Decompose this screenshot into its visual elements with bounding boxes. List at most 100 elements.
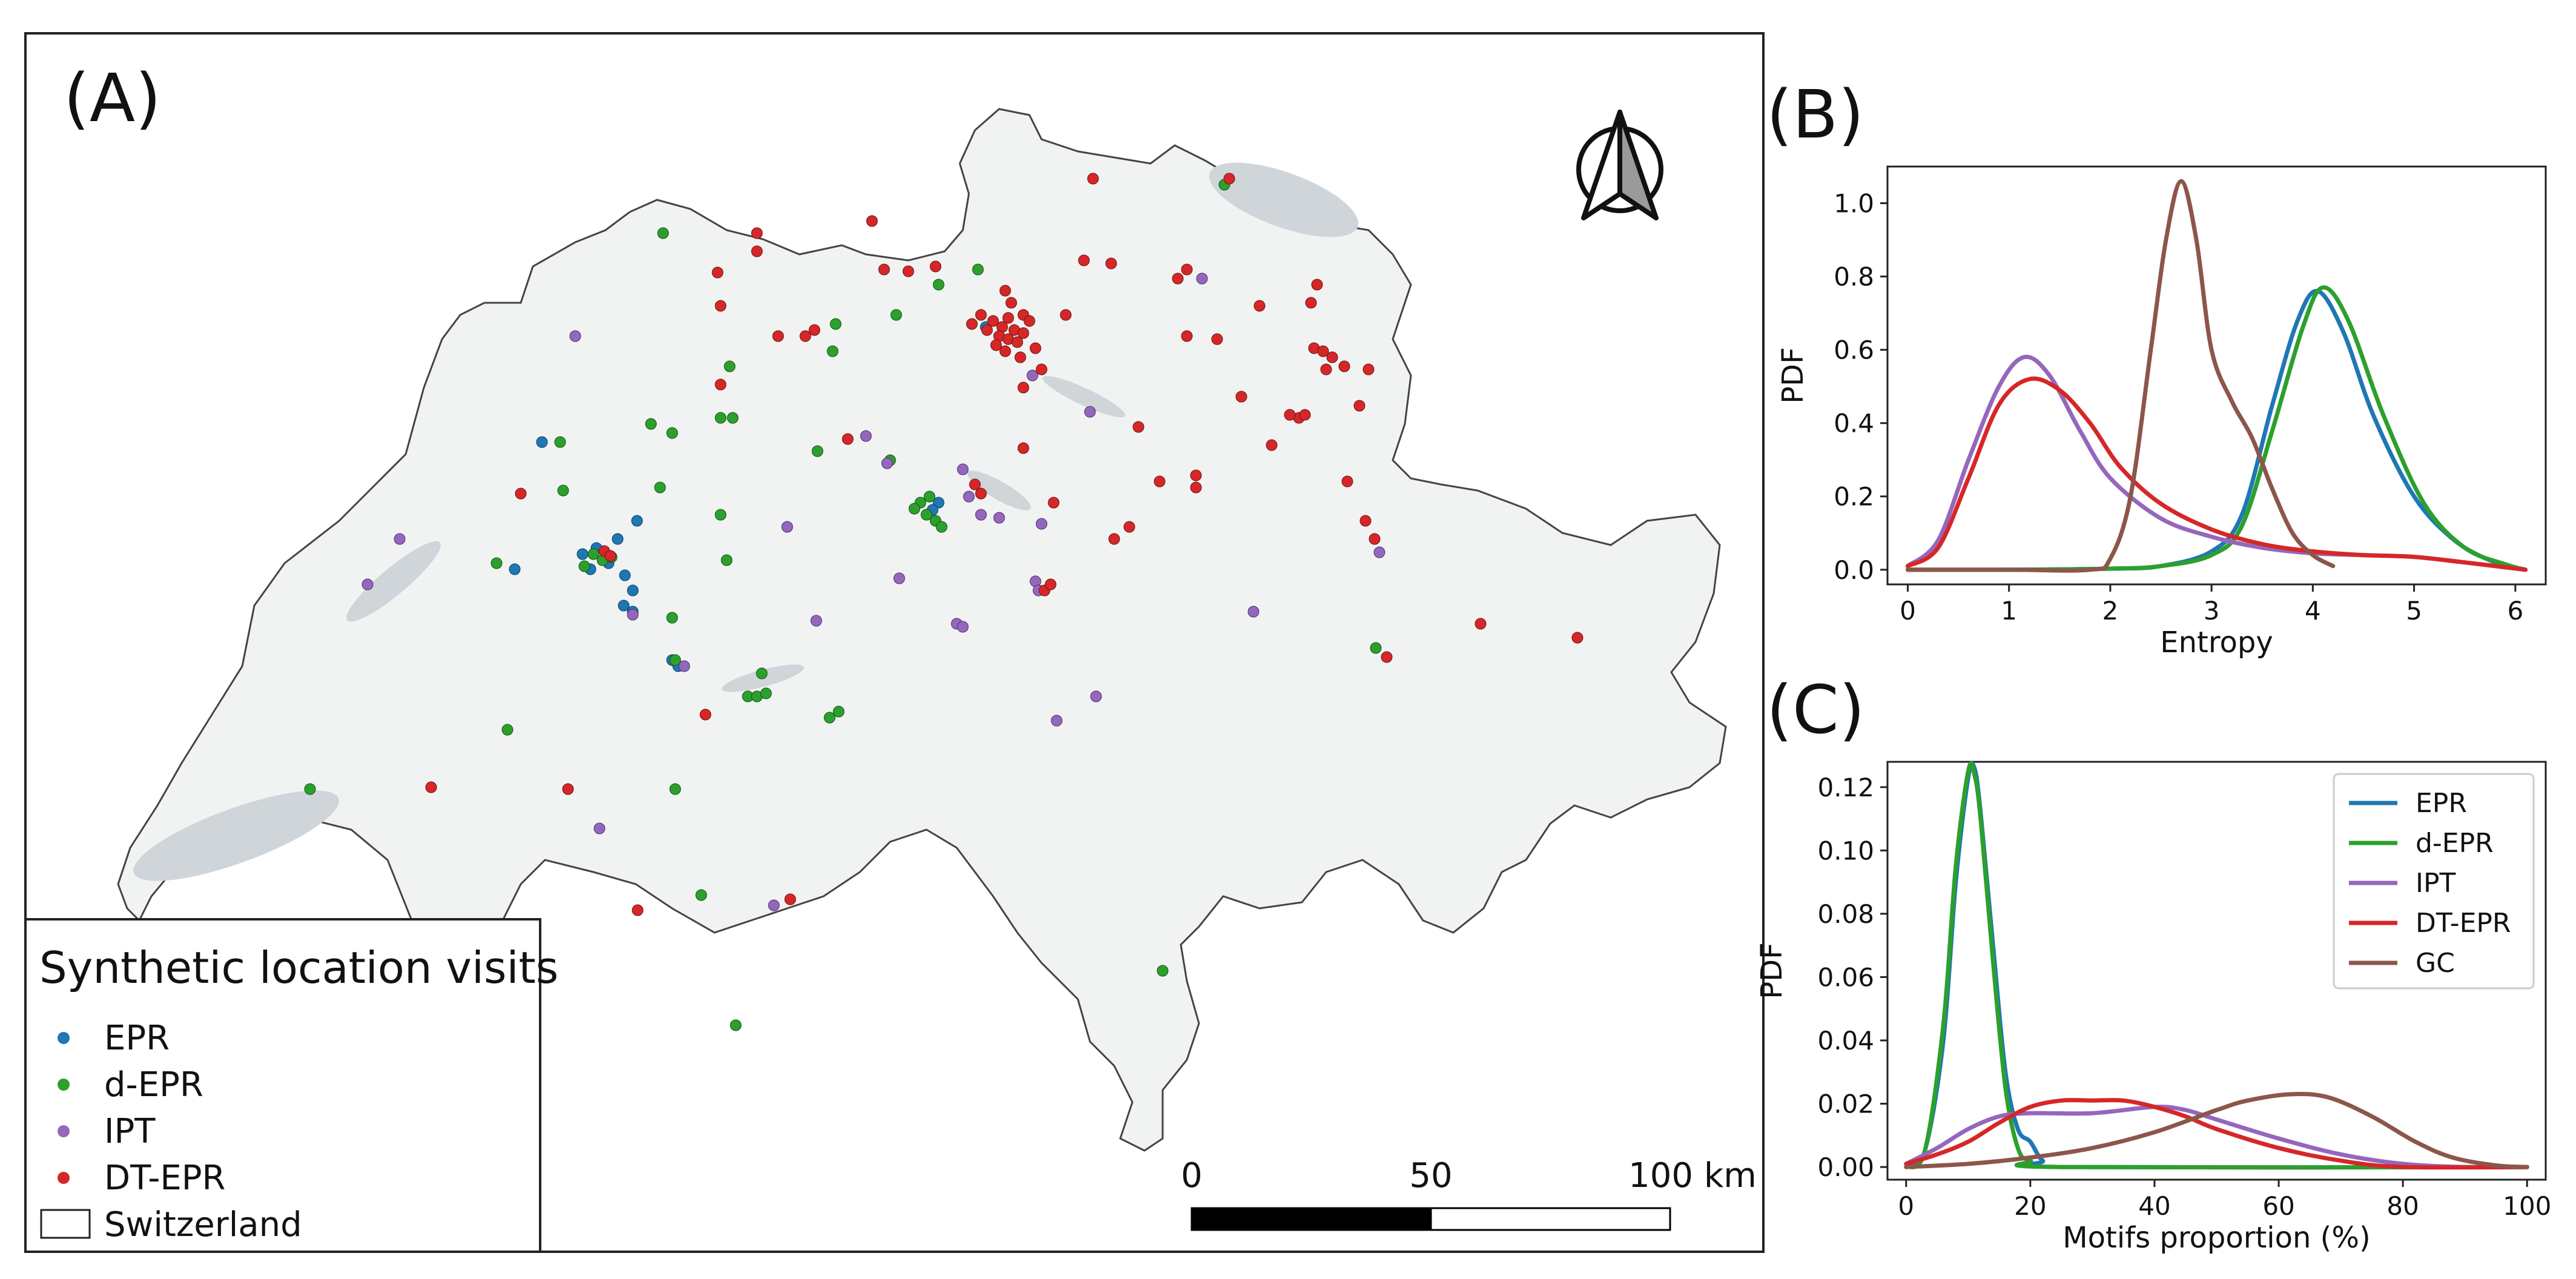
- point: [1035, 518, 1048, 530]
- point: [1338, 360, 1350, 372]
- series-line-gc: [1905, 179, 2336, 573]
- point: [808, 324, 821, 336]
- point: [969, 478, 981, 491]
- y-tick-label: 0.2: [1834, 482, 1874, 512]
- point: [669, 654, 681, 666]
- point: [1011, 336, 1023, 348]
- x-tick-label: 0: [1900, 596, 1916, 626]
- point: [618, 600, 630, 612]
- point: [1311, 279, 1323, 291]
- point: [751, 245, 763, 257]
- point: [724, 360, 736, 372]
- points-dt-epr: [425, 173, 1584, 916]
- legend-dot-epr: [58, 1032, 70, 1044]
- point: [362, 578, 374, 590]
- x-tick-label: 2: [2102, 596, 2119, 626]
- point: [930, 260, 942, 273]
- point: [557, 484, 569, 497]
- point: [1090, 690, 1102, 702]
- point: [1084, 406, 1096, 418]
- axes-frame: [1886, 165, 2547, 586]
- point: [712, 266, 724, 279]
- panel-label: (B): [1766, 76, 1864, 153]
- y-tick-label: 0.10: [1817, 836, 1874, 865]
- point: [1002, 312, 1014, 324]
- x-tick-label: 4: [2305, 596, 2321, 626]
- point: [1154, 475, 1166, 487]
- legend-label-gc: GC: [2416, 948, 2455, 979]
- point: [893, 572, 905, 584]
- point: [1373, 546, 1385, 558]
- point: [1087, 173, 1099, 185]
- panel-label: (C): [1766, 671, 1865, 749]
- point: [578, 560, 590, 572]
- point: [715, 412, 727, 424]
- y-tick-label: 1.0: [1834, 189, 1874, 219]
- point: [593, 822, 606, 834]
- point: [890, 309, 902, 321]
- point: [1060, 309, 1072, 321]
- point: [827, 345, 839, 357]
- point: [830, 318, 842, 330]
- y-tick-label: 0.0: [1834, 555, 1874, 585]
- point: [1190, 481, 1202, 494]
- point: [1326, 351, 1338, 363]
- scale-tick-0: 0: [1181, 1156, 1203, 1195]
- x-tick-label: 6: [2507, 596, 2523, 626]
- series-line-dt-epr: [1904, 1098, 2529, 1170]
- point: [678, 660, 690, 672]
- point: [604, 550, 616, 562]
- point: [730, 1019, 742, 1031]
- scale-tick-50: 50: [1409, 1156, 1452, 1195]
- point: [612, 533, 624, 545]
- point: [1132, 421, 1144, 433]
- point: [902, 265, 914, 277]
- point: [1017, 442, 1029, 454]
- x-tick-label: 80: [2386, 1191, 2419, 1221]
- point: [645, 418, 657, 430]
- point: [1026, 369, 1039, 382]
- legend-label-d-epr: d-EPR: [104, 1065, 203, 1105]
- point: [781, 521, 793, 533]
- point: [881, 457, 893, 469]
- point: [1014, 351, 1026, 363]
- point: [966, 318, 978, 330]
- point: [490, 557, 503, 569]
- point: [1235, 391, 1247, 403]
- point: [1181, 263, 1193, 276]
- point: [715, 509, 727, 521]
- point: [957, 463, 969, 475]
- point: [515, 487, 527, 500]
- legend-label-epr: EPR: [104, 1019, 170, 1058]
- point: [619, 569, 631, 581]
- series-line-d-epr: [1905, 285, 2528, 572]
- point: [933, 279, 945, 291]
- axes-frame: [1886, 761, 2547, 1181]
- y-tick-label: 0.06: [1817, 962, 1874, 992]
- point: [304, 783, 316, 795]
- point: [1266, 439, 1278, 451]
- point: [1475, 618, 1487, 630]
- point: [501, 724, 514, 736]
- point: [1035, 363, 1048, 375]
- lake-zurich: [1042, 375, 1126, 418]
- point: [1223, 173, 1235, 185]
- y-tick-label: 0.04: [1817, 1026, 1874, 1056]
- x-tick-label: 60: [2262, 1191, 2294, 1221]
- x-tick-label: 3: [2204, 596, 2220, 626]
- point: [1320, 363, 1332, 375]
- panel-label-a: (A): [64, 59, 161, 137]
- point: [756, 667, 768, 679]
- point: [1359, 515, 1372, 527]
- series-line-ipt: [1905, 354, 2528, 572]
- lake-lucerne: [967, 471, 1031, 511]
- point: [1045, 578, 1057, 590]
- point: [666, 612, 678, 624]
- point: [975, 509, 987, 521]
- legend-label-dt-epr: DT-EPR: [2416, 908, 2511, 939]
- map-legend: Synthetic location visits EPR d-EPR IPT …: [24, 918, 558, 1253]
- x-tick-label: 5: [2406, 596, 2422, 626]
- point: [1253, 300, 1266, 312]
- series-line-gc: [1904, 1091, 2529, 1169]
